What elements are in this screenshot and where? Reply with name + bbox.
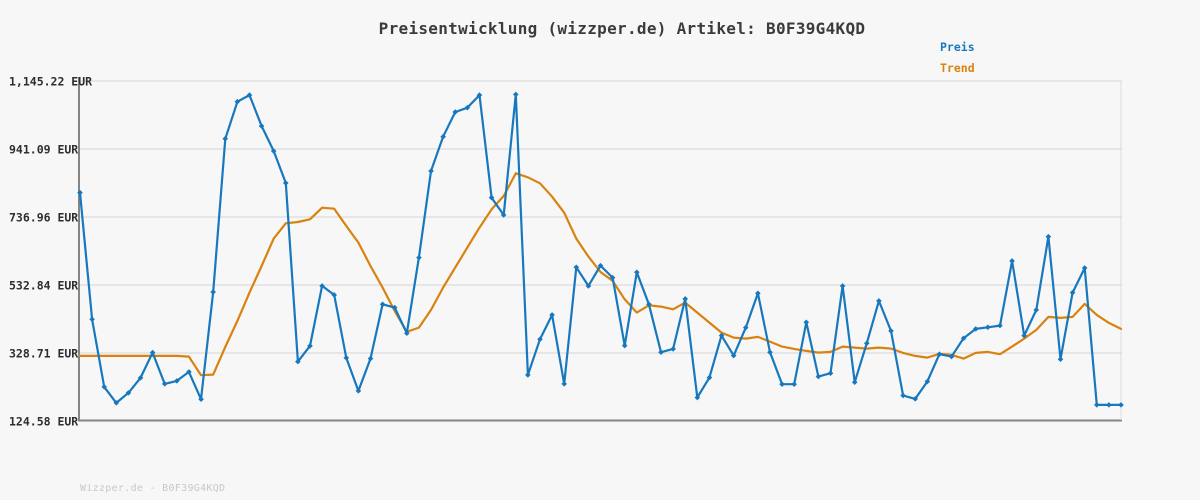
y-tick-label: 736.96 EUR	[9, 211, 78, 225]
trend-line[interactable]	[78, 172, 1123, 377]
y-tick-label: 328.71 EUR	[9, 346, 78, 360]
price-line[interactable]	[77, 91, 1124, 408]
y-tick-label: 941.09 EUR	[9, 143, 78, 157]
legend-item-trend: Trend	[940, 61, 975, 75]
legend: Preis Trend	[940, 40, 975, 75]
legend-item-preis: Preis	[940, 40, 975, 54]
trend-polyline	[78, 172, 1123, 377]
preis-markers	[77, 91, 1124, 408]
chart-title: Preisentwicklung (wizzper.de) Artikel: B…	[379, 19, 866, 38]
y-tick-label: 532.84 EUR	[9, 278, 78, 292]
watermark: Wizzper.de - B0F39G4KQD	[80, 483, 225, 494]
y-tick-label: 1,145.22 EUR	[9, 75, 92, 89]
gridlines	[79, 80, 1122, 354]
y-tick-label: 124.58 EUR	[9, 415, 78, 429]
y-axis-labels: 1,145.22 EUR 941.09 EUR 736.96 EUR 532.84 E…	[9, 75, 92, 429]
